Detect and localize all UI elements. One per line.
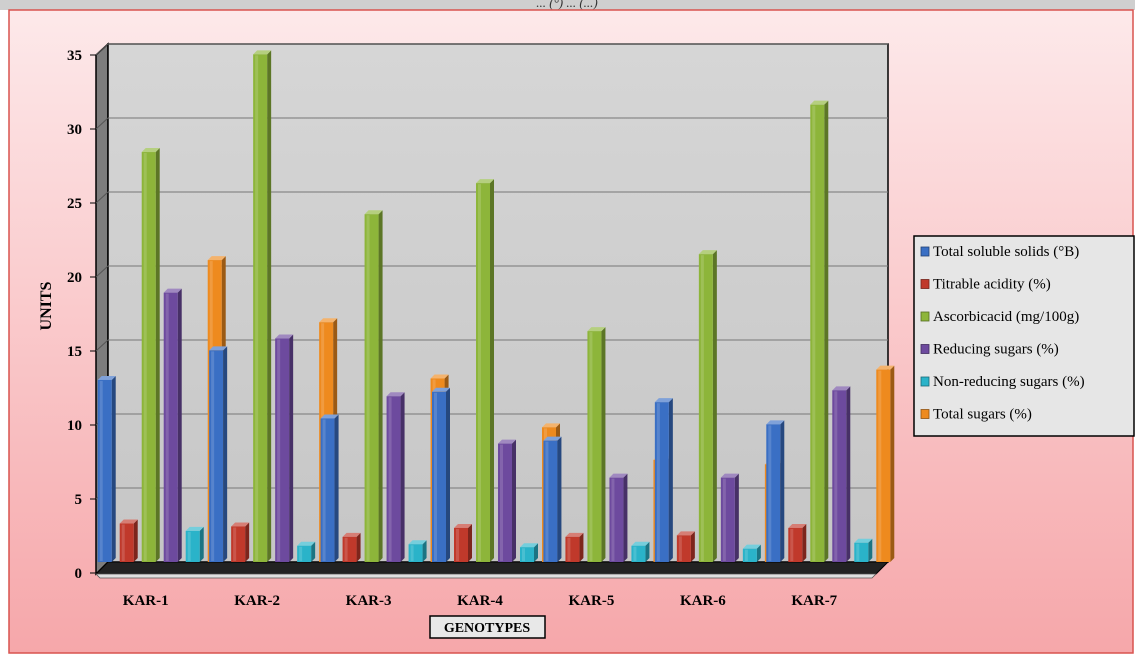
gridline-side xyxy=(95,265,109,278)
legend-swatch xyxy=(920,279,930,289)
bar xyxy=(97,375,116,562)
y-tick-label: 35 xyxy=(67,48,82,64)
bar xyxy=(163,288,182,562)
plot-floor-edge xyxy=(95,573,877,579)
legend-label: Non-reducing sugars (%) xyxy=(933,374,1085,390)
bar xyxy=(609,473,628,562)
gridline-side xyxy=(95,43,109,56)
bar xyxy=(810,100,829,563)
y-tick-label: 30 xyxy=(67,122,82,138)
legend-items: Total soluble solids (°B) Titrable acidit… xyxy=(920,244,1085,423)
bar xyxy=(766,420,785,562)
bar xyxy=(185,526,204,562)
x-tick-label: KAR-7 xyxy=(791,593,837,609)
y-tick-label: 20 xyxy=(67,270,82,286)
legend-label: Total soluble solids (°B) xyxy=(933,244,1079,260)
bar xyxy=(253,50,272,563)
bar xyxy=(408,540,427,562)
gridline-side xyxy=(95,117,109,130)
y-ticks: 0 5 10 15 20 25 30 35 xyxy=(67,48,96,582)
legend-swatch xyxy=(920,409,930,419)
x-axis-label-box xyxy=(429,615,546,639)
bar xyxy=(342,532,361,562)
bar xyxy=(141,148,160,563)
bar xyxy=(587,327,606,562)
bar xyxy=(231,522,250,562)
bar xyxy=(720,473,739,562)
bar xyxy=(876,365,895,562)
legend-label: Ascorbicacid (mg/100g) xyxy=(933,309,1079,325)
bar xyxy=(742,544,761,562)
bar xyxy=(698,250,717,562)
bar xyxy=(654,398,673,562)
bar xyxy=(320,414,339,562)
bar xyxy=(364,210,383,562)
gridline-side xyxy=(95,191,109,204)
gridline-side xyxy=(95,339,109,352)
bar xyxy=(676,531,695,562)
x-tick-label: KAR-6 xyxy=(680,593,726,609)
y-axis-label: UNITS xyxy=(38,281,55,330)
bar xyxy=(275,334,294,562)
legend-swatch xyxy=(920,344,930,354)
legend-swatch xyxy=(920,376,930,387)
legend xyxy=(913,235,1135,437)
partial-title: ... (°) ... (...) xyxy=(536,0,598,10)
bar xyxy=(476,179,494,562)
bars xyxy=(97,50,895,563)
bar xyxy=(854,538,873,562)
bar xyxy=(832,386,851,562)
y-tick-label: 0 xyxy=(75,566,83,582)
y-tick-label: 25 xyxy=(67,196,82,212)
x-axis-label: GENOTYPES xyxy=(444,621,531,636)
gridlines xyxy=(95,43,888,500)
legend-swatch xyxy=(920,311,930,322)
bar xyxy=(543,436,562,562)
x-tick-label: KAR-3 xyxy=(346,593,392,609)
bar xyxy=(631,541,650,562)
legend-swatch xyxy=(920,246,930,257)
top-strip xyxy=(0,0,1135,10)
bar xyxy=(454,523,472,562)
x-tick-label: KAR-4 xyxy=(457,593,503,609)
x-tick-label: KAR-2 xyxy=(234,593,280,609)
bar xyxy=(209,346,228,562)
y-tick-label: 10 xyxy=(67,418,82,434)
bar xyxy=(297,541,316,562)
bar xyxy=(788,523,807,562)
bar xyxy=(119,519,138,562)
plot-floor xyxy=(94,561,890,575)
x-ticks: KAR-1 KAR-2 KAR-3 KAR-4 KAR-5 KAR-6 KAR-7 xyxy=(123,593,838,609)
legend-label: Total sugars (%) xyxy=(933,407,1032,423)
y-tick-label: 15 xyxy=(67,344,82,360)
bar xyxy=(498,439,516,562)
legend-label: Titrable acidity (%) xyxy=(933,277,1051,293)
legend-label: Reducing sugars (%) xyxy=(933,342,1059,358)
x-tick-label: KAR-5 xyxy=(569,593,615,609)
y-tick-label: 5 xyxy=(75,492,83,508)
x-tick-label: KAR-1 xyxy=(123,593,169,609)
bar xyxy=(565,532,584,562)
bar xyxy=(520,543,538,562)
bar xyxy=(432,387,450,562)
bar xyxy=(386,392,405,562)
